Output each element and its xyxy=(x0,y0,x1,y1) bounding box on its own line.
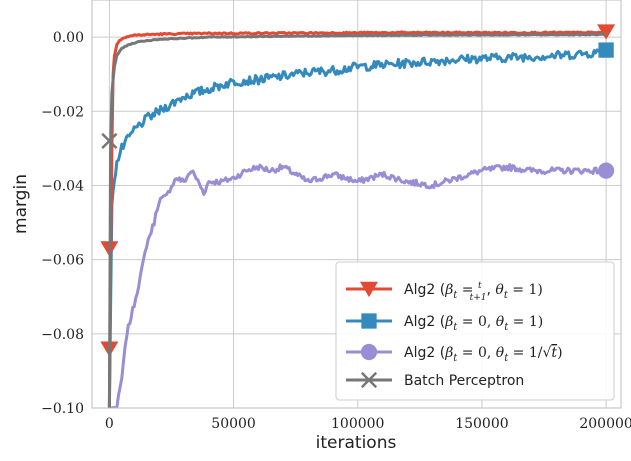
legend-item: Alg2 (βt = 0, θt = 1/√t) xyxy=(346,343,563,364)
plot-frame xyxy=(91,0,622,409)
y-tick-label: −0.06 xyxy=(41,253,84,269)
y-tick-label: −0.10 xyxy=(41,401,84,417)
series-line xyxy=(107,30,607,408)
legend-label: Batch Perceptron xyxy=(404,373,524,389)
y-tick-label: −0.04 xyxy=(41,178,84,194)
x-tick-label: 150000 xyxy=(455,416,508,432)
series-3 xyxy=(101,32,607,408)
x-tick-label: 200000 xyxy=(579,416,631,432)
legend: Alg2 (βt = t t+1, θt = 1) Alg2 (βt = 0, θt… xyxy=(335,261,615,401)
series-marker xyxy=(598,42,614,58)
legend-item: Batch Perceptron xyxy=(346,371,524,389)
x-tick-label: 50000 xyxy=(211,416,256,432)
x-tick-label: 0 xyxy=(105,416,114,432)
series-2 xyxy=(109,162,615,408)
legend-item: Alg2 (βt = 0, θt = 1) xyxy=(346,313,543,333)
series-line xyxy=(107,48,608,408)
series-layer xyxy=(100,24,616,408)
legend-label: Alg2 (βt = t t+1, θt = 1) xyxy=(404,281,543,303)
x-tick-label: 100000 xyxy=(331,416,384,432)
y-tick-label: −0.08 xyxy=(41,327,84,343)
series-line xyxy=(109,163,608,408)
y-axis-label: margin xyxy=(11,174,31,234)
legend-label: Alg2 (βt = 0, θt = 1/√t) xyxy=(404,345,563,364)
legend-swatch-marker xyxy=(360,371,378,389)
legend-box xyxy=(335,261,615,401)
series-1 xyxy=(107,42,614,408)
series-marker xyxy=(597,24,616,40)
series-marker xyxy=(101,132,118,150)
legend-swatch-marker xyxy=(360,343,378,361)
series-marker xyxy=(597,162,615,179)
x-axis-label: iterations xyxy=(316,433,397,453)
legend-swatch-marker xyxy=(360,281,378,298)
y-tick-label: 0.00 xyxy=(53,30,84,46)
ticks: 0 50000 100000 150000 200000 0.00 −0.02 −0.04 −0… xyxy=(41,30,631,432)
legend-label: Alg2 (βt = 0, θt = 1) xyxy=(404,314,543,333)
series-line xyxy=(107,32,607,408)
legend-swatch-marker xyxy=(361,313,377,329)
y-tick-label: −0.02 xyxy=(41,104,84,120)
legend-item: Alg2 (βt = t t+1, θt = 1) xyxy=(346,281,543,303)
